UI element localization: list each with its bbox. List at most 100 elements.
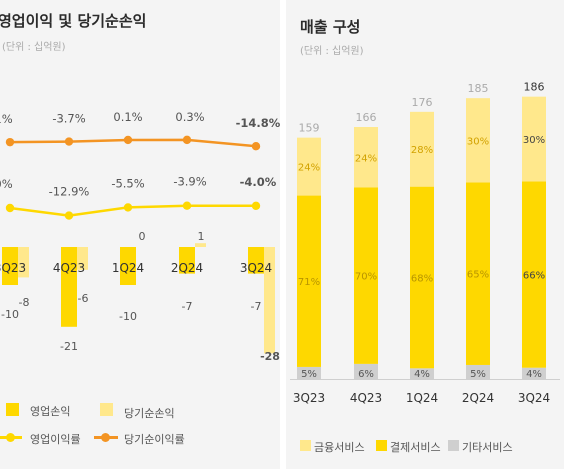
- net-value-label: 0: [139, 230, 146, 243]
- finance-service-segment: [410, 111, 434, 187]
- other-service-segment: [466, 364, 490, 379]
- op-rate-point: [123, 203, 133, 212]
- x-tick-label: 2Q24: [171, 261, 203, 275]
- x-tick-label: 3Q23: [0, 261, 26, 275]
- net-value-label: -6: [78, 292, 89, 305]
- legend-swatch-payment: [376, 440, 387, 451]
- profit-chart-unit: (단위 : 십억원): [2, 42, 66, 53]
- legend-label-finance: 금융서비스: [314, 441, 365, 454]
- x-tick-label: 2Q24: [462, 391, 494, 405]
- finance-service-segment: [466, 98, 490, 183]
- other-service-segment: [522, 367, 546, 379]
- op-rate-point: [64, 211, 74, 220]
- op-rate-line: [9, 204, 257, 217]
- legend-label-op-rate: 영업이익률: [30, 433, 81, 446]
- net-value-label: 1: [198, 230, 205, 243]
- x-tick-label: 3Q23: [293, 391, 325, 405]
- revenue-chart: 159 24% 71% 5% 3Q23 166 24% 70% 6% 4Q23 176 28% 68% 4…: [290, 81, 560, 405]
- net-rate-label: -3.7%: [52, 112, 85, 126]
- net-rate-label: -14.8%: [236, 116, 280, 130]
- finance-service-segment: [354, 127, 378, 188]
- net-rate-point: [64, 137, 74, 146]
- legend-marker-net-rate: [101, 433, 110, 442]
- profit-chart-title: 영업이익 및 당기순손익: [0, 12, 147, 30]
- payment-service-segment: [354, 187, 378, 364]
- op-value-label: -10: [119, 310, 137, 323]
- op-rate-point: [251, 201, 261, 210]
- other-service-segment: [354, 363, 378, 379]
- net-rate-label: -5.1%: [0, 112, 13, 126]
- net-rate-label: 0.3%: [175, 110, 204, 124]
- legend-label-other: 기타서비스: [462, 441, 513, 454]
- op-bar: [61, 247, 77, 327]
- net-value-label: -28: [260, 350, 280, 363]
- legend-marker-op-rate: [6, 433, 15, 442]
- total-label: 166: [356, 111, 377, 124]
- legend-label-net-rate: 당기순이익률: [124, 433, 185, 446]
- payment-service-segment: [522, 181, 546, 368]
- net-bar: [18, 247, 29, 278]
- other-service-segment: [410, 368, 434, 379]
- legend-swatch-op-bar: [6, 403, 19, 416]
- finance-share-label: 24%: [355, 153, 377, 164]
- profit-chart: 3Q23-10-84Q23-21-61Q24-1002Q24-713Q24-7-…: [0, 110, 280, 363]
- payment-share-label: 70%: [355, 272, 377, 283]
- legend-label-payment: 결제서비스: [390, 441, 441, 454]
- other-share-label: 4%: [414, 369, 430, 380]
- x-tick-label: 1Q24: [112, 261, 144, 275]
- op-rate-label: -6.0%: [0, 177, 13, 191]
- legend-swatch-net-bar: [100, 403, 113, 416]
- revenue-chart-unit: (단위 : 십억원): [300, 46, 364, 57]
- payment-service-segment: [410, 186, 434, 369]
- op-rate-label: -12.9%: [49, 185, 90, 199]
- payment-service-segment: [297, 195, 321, 367]
- legend-swatch-other: [448, 440, 459, 451]
- op-value-label: -21: [60, 340, 78, 353]
- finance-service-segment: [297, 137, 321, 196]
- op-rate-point: [5, 203, 15, 213]
- other-share-label: 5%: [470, 369, 486, 380]
- op-bar: [2, 247, 18, 285]
- x-tick-label: 4Q23: [350, 391, 382, 405]
- other-share-label: 6%: [358, 369, 374, 380]
- x-tick-label: 1Q24: [406, 391, 438, 405]
- op-bar: [120, 247, 136, 285]
- other-service-segment: [297, 366, 321, 379]
- payment-share-label: 66%: [523, 271, 545, 282]
- revenue-chart-title: 매출 구성: [300, 18, 361, 36]
- op-rate-label: -4.0%: [240, 175, 277, 189]
- net-rate-point: [123, 135, 133, 145]
- x-tick-label: 3Q24: [240, 261, 272, 275]
- legend-label-op-bar: 영업손익: [30, 405, 71, 418]
- net-bar: [195, 243, 206, 247]
- x-tick-label: 4Q23: [53, 261, 85, 275]
- total-label: 159: [299, 122, 320, 135]
- net-rate-point: [5, 137, 15, 147]
- net-bar: [264, 247, 275, 354]
- payment-share-label: 68%: [411, 273, 433, 284]
- other-share-label: 4%: [526, 369, 542, 380]
- finance-share-label: 30%: [523, 135, 545, 146]
- op-rate-label: -5.5%: [111, 176, 144, 190]
- op-value-label: -10: [1, 308, 19, 321]
- total-label: 185: [468, 82, 489, 95]
- net-rate-point: [251, 142, 261, 151]
- finance-service-segment: [522, 96, 546, 182]
- total-label: 186: [524, 81, 545, 94]
- finance-share-label: 28%: [411, 145, 433, 156]
- op-value-label: -7: [251, 300, 262, 313]
- other-share-label: 5%: [301, 369, 317, 380]
- x-tick-label: 3Q24: [518, 391, 550, 405]
- net-rate-label: 0.1%: [113, 110, 142, 124]
- op-bar: [179, 247, 195, 274]
- op-bar: [248, 247, 264, 274]
- finance-share-label: 30%: [467, 136, 489, 147]
- legend-label-net-bar: 당기순손익: [124, 407, 175, 420]
- op-rate-label: -3.9%: [173, 175, 206, 189]
- revenue-chart-panel: 매출 구성 (단위 : 십억원) 159 24% 71% 5% 3Q23 166 24% 70…: [286, 0, 564, 469]
- op-value-label: -7: [182, 300, 193, 313]
- net-bar: [77, 247, 88, 270]
- legend-swatch-finance: [300, 440, 311, 451]
- finance-share-label: 24%: [298, 163, 320, 174]
- total-label: 176: [412, 96, 433, 109]
